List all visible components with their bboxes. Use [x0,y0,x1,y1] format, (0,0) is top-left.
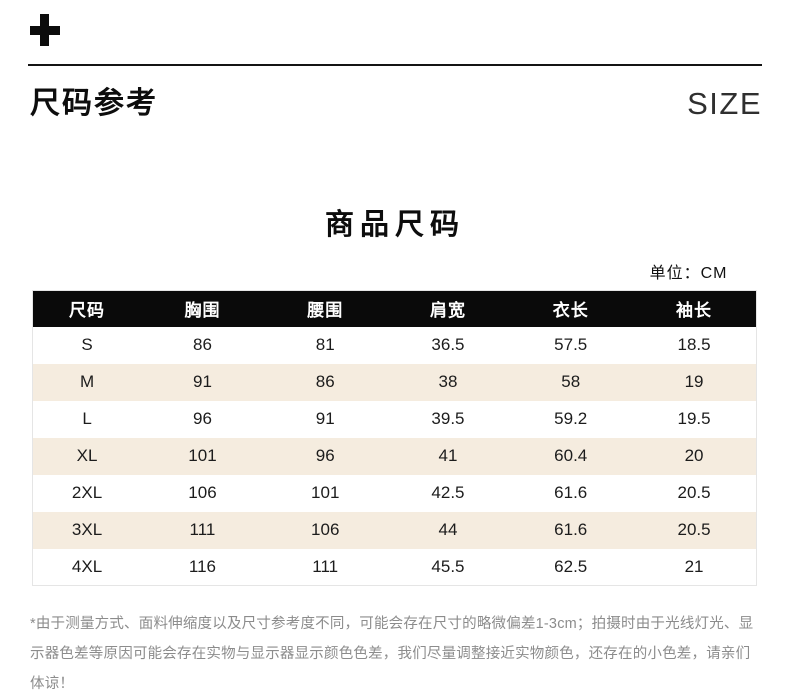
table-cell: 91 [315,409,335,428]
unit-label: 单位：CM [649,265,728,282]
column-header: 肩宽 [386,290,510,327]
size-table: 尺码 胸围 腰围 肩宽 衣长 袖长 S 86 81 36.5 57.5 18.5 M 91 86 38 58 1… [32,290,757,586]
table-cell: 86 [193,335,212,354]
disclaimer-note: *由于测量方式、面料伸缩度以及尺寸参考度不同，可能会存在尺寸的略微偏差1-3cm… [30,616,754,692]
table-cell: 106 [311,520,340,539]
table-cell: 58 [561,372,581,391]
table-cell: 45.5 [431,556,465,576]
table-cell: 42.5 [431,483,465,502]
plus-icon [30,14,60,46]
table-cell: 116 [188,556,217,576]
table-cell: 19 [684,372,704,391]
column-header: 衣长 [509,290,633,327]
table-cell: 4XL [71,556,103,576]
table-cell: 18.5 [677,335,711,354]
table-cell: XL [76,446,98,465]
table-row: 4XL 116 111 45.5 62.5 21 [33,549,757,586]
table-cell: 61.6 [554,483,588,502]
table-cell: 38 [438,372,458,391]
divider-line [28,64,762,66]
table-cell: 81 [315,335,335,354]
column-header: 腰围 [263,290,387,327]
table-cell: 86 [315,372,335,391]
table-cell: 39.5 [431,409,465,428]
table-cell: 59.2 [554,409,588,428]
table-cell: 20.5 [677,520,711,539]
column-header: 胸围 [141,290,264,327]
table-cell: 62.5 [554,556,588,576]
table-cell: 44 [438,520,458,539]
title-row: 尺码参考 SIZE [30,78,762,122]
table-cell: S [81,335,93,354]
table-cell: 101 [311,483,340,502]
table-row: 2XL 106 101 42.5 61.6 20.5 [33,475,757,512]
table-cell: 41 [438,446,458,465]
table-cell: 36.5 [431,335,465,354]
table-cell: 20 [684,446,704,465]
brand-row [0,0,790,48]
section-heading: 尺码参考 [30,87,158,120]
table-cell: 101 [188,446,217,465]
table-cell: 19.5 [677,409,711,428]
section-heading-en: SIZE [687,86,762,121]
product-size-title: 商品尺码 [324,209,465,241]
table-cell: 106 [188,483,217,502]
column-header: 袖长 [632,290,757,327]
table-row: M 91 86 38 58 19 [32,363,757,401]
column-header: 尺码 [32,290,142,327]
table-cell: 57.5 [554,335,588,354]
table-row: L 96 91 39.5 59.2 19.5 [33,401,757,438]
table-cell: 20.5 [677,483,711,502]
table-cell: 111 [189,520,216,539]
table-row: S 86 81 36.5 57.5 18.5 [33,327,757,364]
size-table-body: S 86 81 36.5 57.5 18.5 M 91 86 38 58 19 L 96 91 39.5 59.… [32,327,757,586]
table-row: XL 101 96 41 60.4 20 [32,437,757,475]
table-cell: 96 [193,409,212,428]
table-cell: M [79,372,95,391]
table-cell: 21 [684,556,704,576]
table-cell: 96 [315,446,335,465]
table-row: 3XL 111 106 44 61.6 20.5 [32,511,757,549]
table-cell: 91 [193,372,212,391]
table-cell: 60.4 [554,446,588,465]
table-cell: 3XL [71,520,103,539]
size-table-head: 尺码 胸围 腰围 肩宽 衣长 袖长 [32,290,757,327]
table-cell: 2XL [71,483,103,502]
size-table-head-row: 尺码 胸围 腰围 肩宽 衣长 袖长 [32,290,757,327]
table-cell: L [82,409,92,428]
table-cell: 111 [312,556,339,576]
table-cell: 61.6 [554,520,588,539]
